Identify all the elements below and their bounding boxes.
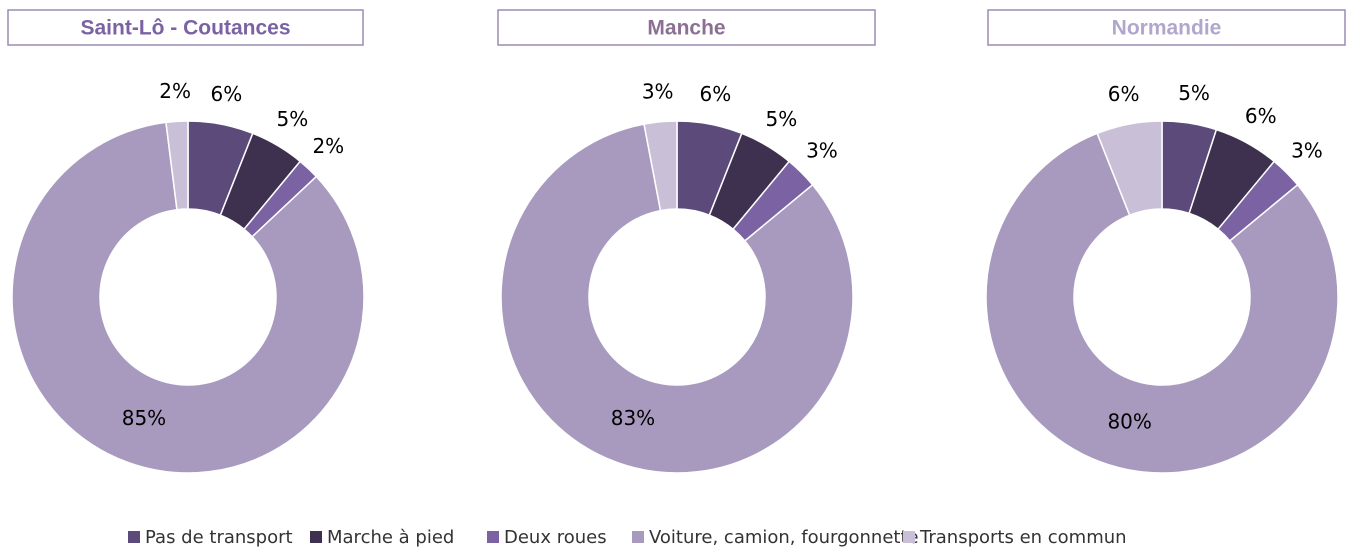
legend-label: Marche à pied (327, 527, 454, 548)
data-label: 6% (1108, 82, 1140, 106)
panel-title: Saint-Lô - Coutances (80, 17, 290, 40)
legend-swatch (128, 531, 140, 543)
donut-segment (643, 120, 678, 212)
legend-label: Transports en commun (919, 527, 1127, 548)
data-label: 6% (1245, 104, 1277, 128)
legend-swatch (310, 531, 322, 543)
data-label: 6% (211, 82, 243, 106)
donut-segment (11, 121, 365, 474)
data-label: 83% (611, 406, 655, 430)
legend-label: Deux roues (504, 527, 607, 548)
data-label: 3% (642, 79, 674, 103)
title-box (987, 9, 1346, 46)
data-label: 80% (1107, 409, 1151, 433)
donut-segment (1096, 120, 1163, 217)
title-box (7, 9, 364, 46)
donut-segment (165, 120, 189, 211)
legend-swatch (632, 531, 644, 543)
legend-label: Voiture, camion, fourgonnette (649, 527, 919, 548)
title-box (497, 9, 876, 46)
data-label: 6% (700, 82, 732, 106)
legend-label: Pas de transport (145, 527, 293, 548)
donut-segment (985, 132, 1339, 474)
data-label: 85% (122, 406, 166, 430)
donut-segment (500, 123, 854, 474)
data-label: 5% (1178, 81, 1210, 105)
legend-swatch (487, 531, 499, 543)
data-label: 5% (765, 107, 797, 131)
data-label: 2% (312, 134, 344, 158)
panel-title: Manche (647, 17, 725, 40)
panel-title: Normandie (1112, 17, 1222, 40)
data-label: 3% (806, 139, 838, 163)
data-label: 2% (159, 79, 191, 103)
data-label: 3% (1291, 139, 1323, 163)
legend-swatch (903, 531, 915, 543)
data-label: 5% (276, 107, 308, 131)
